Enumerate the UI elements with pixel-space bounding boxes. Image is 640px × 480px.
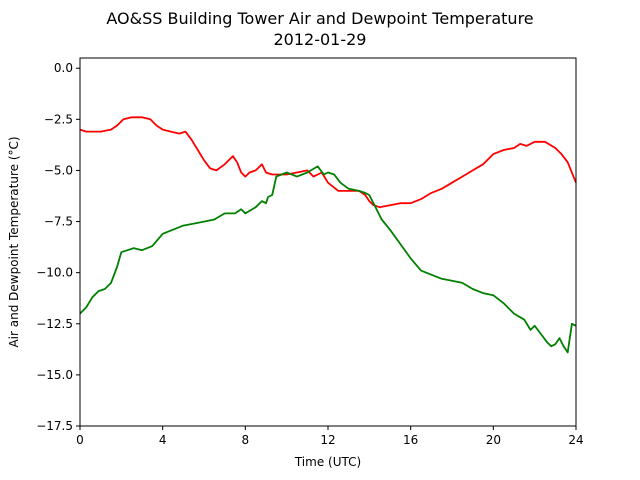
x-tick-label: 8	[242, 433, 250, 447]
y-axis-label: Air and Dewpoint Temperature (°C)	[7, 136, 21, 347]
chart-title: AO&SS Building Tower Air and Dewpoint Te…	[106, 9, 533, 28]
series-line-2	[79, 165, 577, 354]
x-tick-label: 0	[76, 433, 84, 447]
x-axis-label: Time (UTC)	[294, 455, 361, 469]
x-tick-label: 20	[486, 433, 501, 447]
chart-subtitle: 2012-01-29	[274, 30, 367, 49]
y-axis: 0.0 −2.5 −5.0 −7.5 −10.0 −12.5 −15.0 −17.5	[36, 61, 80, 433]
series-layer	[79, 116, 577, 354]
y-tick-label: 0.0	[54, 61, 73, 75]
y-tick-label: −2.5	[44, 112, 73, 126]
x-tick-label: 4	[159, 433, 167, 447]
x-tick-label: 12	[320, 433, 335, 447]
x-tick-label: 16	[403, 433, 418, 447]
y-tick-label: −5.0	[44, 163, 73, 177]
y-tick-label: −17.5	[36, 419, 73, 433]
x-tick-label: 24	[568, 433, 583, 447]
plot-frame	[79, 57, 577, 427]
y-tick-label: −15.0	[36, 368, 73, 382]
y-tick-label: −12.5	[36, 317, 73, 331]
y-tick-label: −10.0	[36, 266, 73, 280]
y-tick-label: −7.5	[44, 215, 73, 229]
x-axis: 0 4 8 12 16 20 24	[76, 426, 584, 447]
series-line-1	[79, 116, 577, 209]
